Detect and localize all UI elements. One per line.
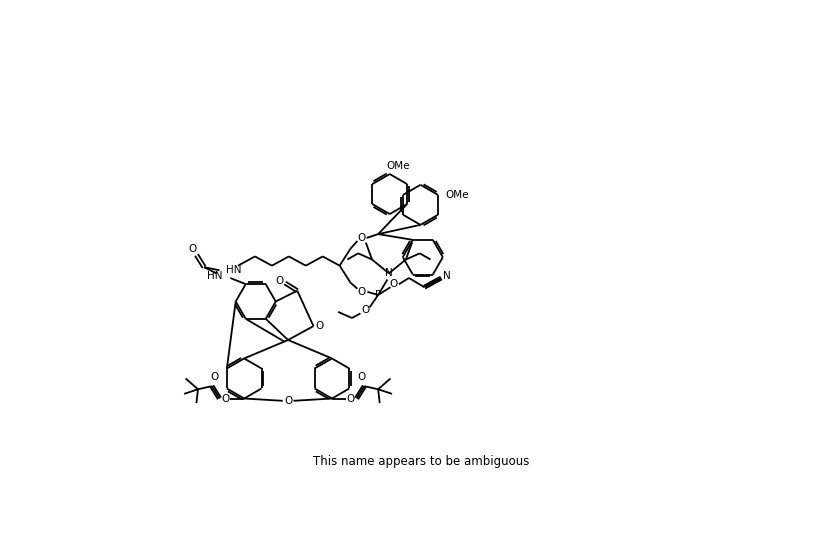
Text: O: O: [188, 244, 196, 254]
Text: HN: HN: [226, 265, 241, 276]
Text: O: O: [357, 287, 365, 297]
Text: OMe: OMe: [446, 190, 469, 200]
Text: O: O: [275, 276, 284, 286]
Text: N: N: [443, 271, 450, 281]
Text: OMe: OMe: [386, 161, 410, 172]
Text: P: P: [375, 290, 381, 300]
Text: O: O: [390, 279, 398, 289]
Text: O: O: [357, 233, 365, 243]
Text: O: O: [284, 396, 292, 406]
Text: O: O: [316, 321, 324, 331]
Text: O: O: [210, 372, 219, 382]
Text: HN: HN: [207, 271, 223, 281]
Text: O: O: [222, 393, 230, 404]
Text: This name appears to be ambiguous: This name appears to be ambiguous: [313, 455, 529, 468]
Text: O: O: [362, 306, 370, 315]
Text: N: N: [385, 269, 393, 278]
Text: O: O: [358, 372, 366, 382]
Text: O: O: [346, 393, 354, 404]
